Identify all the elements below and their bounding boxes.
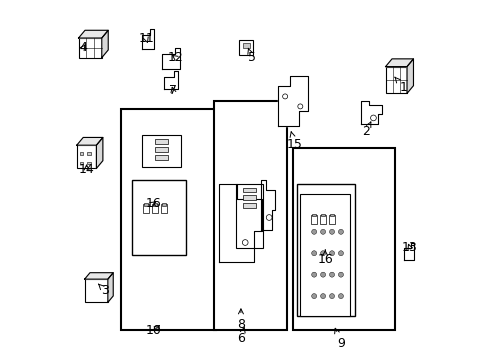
FancyBboxPatch shape: [87, 152, 91, 155]
Bar: [121, 109, 216, 330]
Text: 7: 7: [169, 84, 177, 97]
Text: 14: 14: [79, 163, 94, 176]
Circle shape: [282, 94, 287, 99]
Bar: [243, 195, 256, 200]
FancyBboxPatch shape: [385, 67, 406, 93]
Circle shape: [329, 294, 334, 298]
Bar: [155, 139, 168, 144]
Circle shape: [311, 229, 316, 234]
Bar: [243, 43, 249, 48]
Circle shape: [311, 294, 316, 298]
Circle shape: [338, 229, 343, 234]
Text: 1: 1: [394, 77, 407, 94]
FancyBboxPatch shape: [80, 152, 83, 155]
Polygon shape: [385, 59, 413, 67]
Circle shape: [338, 294, 343, 298]
Text: 2: 2: [361, 122, 370, 138]
Polygon shape: [403, 243, 413, 260]
Text: 12: 12: [168, 51, 183, 64]
Polygon shape: [360, 100, 381, 124]
Circle shape: [329, 272, 334, 277]
Polygon shape: [406, 59, 413, 93]
Text: 9: 9: [334, 328, 344, 350]
Polygon shape: [164, 71, 178, 89]
FancyBboxPatch shape: [79, 38, 102, 58]
Bar: [236, 184, 263, 248]
Polygon shape: [162, 48, 180, 69]
Bar: [297, 184, 354, 316]
Circle shape: [311, 272, 316, 277]
Polygon shape: [142, 29, 153, 49]
Bar: [310, 215, 317, 224]
Text: 6: 6: [237, 328, 244, 345]
Bar: [319, 215, 325, 224]
Bar: [152, 204, 158, 213]
Bar: [239, 40, 253, 55]
Text: 3: 3: [98, 284, 109, 297]
Text: 8: 8: [237, 309, 244, 331]
Circle shape: [338, 272, 343, 277]
Text: 5: 5: [247, 48, 255, 64]
Bar: [132, 180, 185, 255]
Circle shape: [320, 272, 325, 277]
Bar: [312, 213, 315, 216]
Polygon shape: [77, 138, 102, 145]
Bar: [329, 213, 333, 216]
Circle shape: [242, 240, 247, 246]
Bar: [153, 203, 157, 206]
Polygon shape: [84, 273, 113, 279]
FancyBboxPatch shape: [87, 162, 91, 164]
Circle shape: [320, 294, 325, 298]
Bar: [142, 135, 181, 167]
Text: 11: 11: [138, 32, 154, 45]
Bar: [243, 188, 256, 192]
Polygon shape: [108, 273, 113, 302]
Bar: [243, 203, 256, 208]
Bar: [143, 204, 149, 213]
Circle shape: [370, 115, 376, 121]
Bar: [144, 203, 148, 206]
Polygon shape: [102, 30, 108, 58]
Bar: [155, 155, 168, 159]
Text: 15: 15: [286, 132, 302, 151]
Bar: [321, 213, 324, 216]
Circle shape: [329, 229, 334, 234]
Polygon shape: [96, 138, 102, 168]
Text: 10: 10: [145, 324, 161, 337]
Bar: [299, 194, 349, 316]
Text: 16: 16: [145, 197, 161, 210]
Text: 13: 13: [401, 241, 417, 255]
Circle shape: [297, 104, 302, 109]
Circle shape: [311, 251, 316, 256]
Bar: [328, 215, 335, 224]
Text: 16: 16: [317, 250, 332, 266]
Polygon shape: [260, 180, 274, 230]
Circle shape: [320, 251, 325, 256]
Circle shape: [320, 229, 325, 234]
Polygon shape: [277, 76, 307, 126]
Bar: [161, 204, 167, 213]
Polygon shape: [79, 30, 108, 38]
FancyBboxPatch shape: [80, 162, 83, 164]
FancyBboxPatch shape: [77, 145, 96, 168]
Circle shape: [338, 251, 343, 256]
Bar: [214, 102, 287, 330]
Circle shape: [266, 215, 271, 220]
Bar: [292, 148, 394, 330]
Bar: [155, 147, 168, 152]
Circle shape: [329, 251, 334, 256]
Text: 4: 4: [79, 41, 87, 54]
FancyBboxPatch shape: [84, 279, 108, 302]
Polygon shape: [219, 184, 262, 262]
Bar: [162, 203, 165, 206]
